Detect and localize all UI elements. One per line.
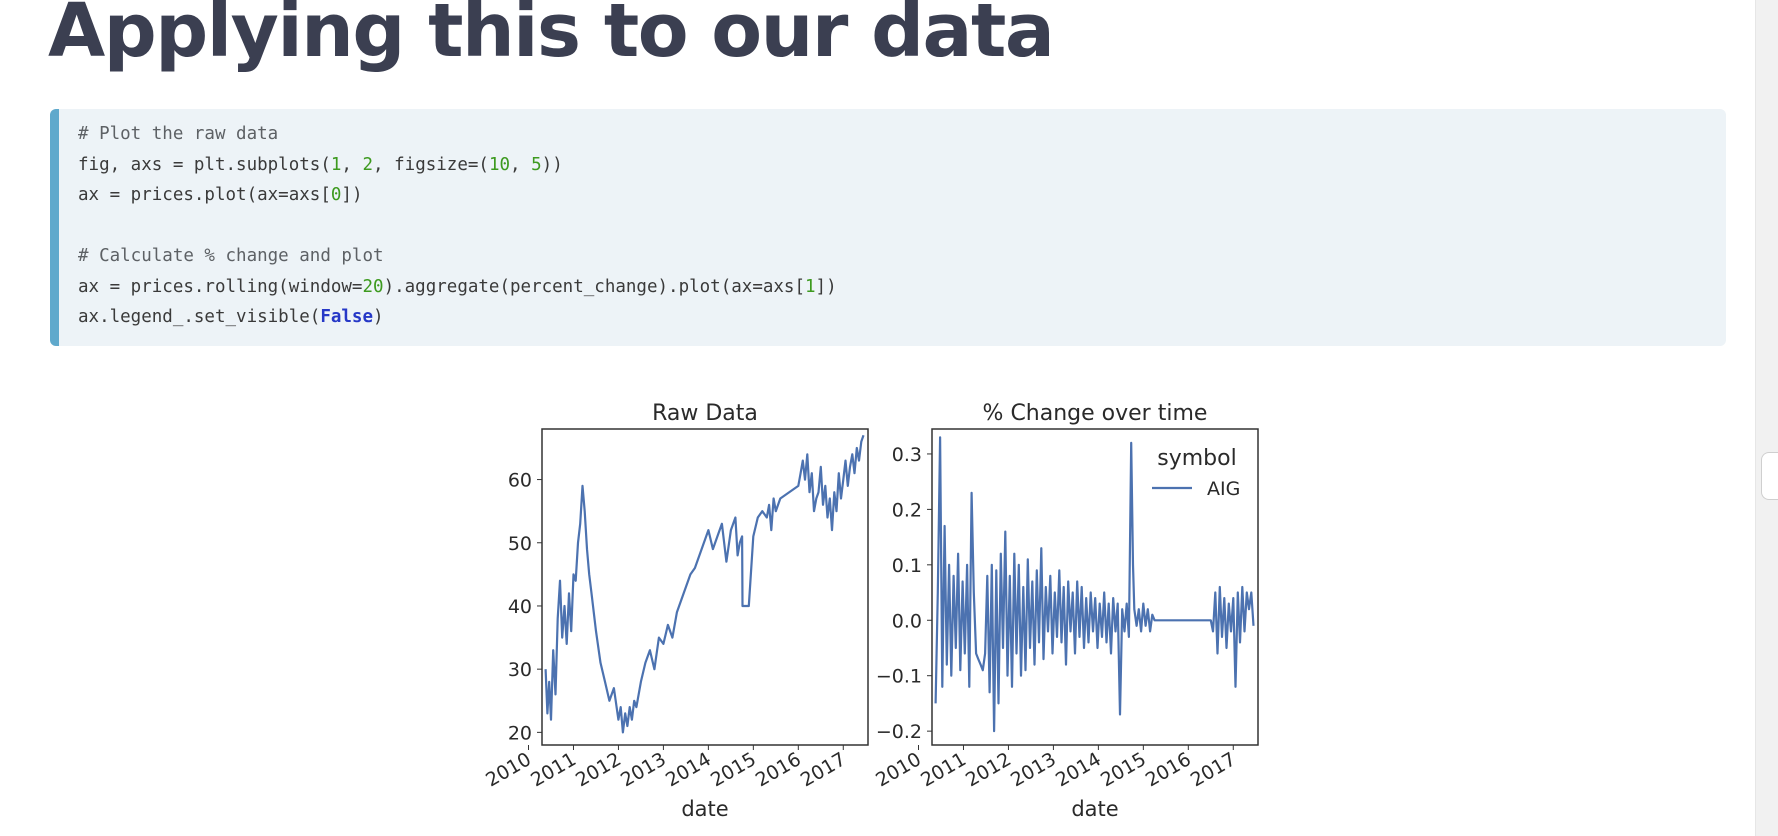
x-tick-label: 2017 [1187, 748, 1240, 791]
x-tick-label: 2017 [797, 748, 850, 791]
code-token: , [341, 154, 363, 175]
code-token: 20 [362, 276, 384, 297]
code-token: ).aggregate(percent_change).plot(ax=axs[ [383, 276, 805, 297]
code-token: 1 [330, 154, 342, 175]
code-token: 1 [805, 276, 816, 297]
y-tick-label: −0.1 [876, 666, 922, 688]
code-block[interactable]: # Plot the raw data fig, axs = plt.subpl… [50, 109, 1726, 346]
code-token: ) [373, 307, 384, 327]
chart-title: Raw Data [652, 401, 758, 426]
code-token: ]) [341, 185, 363, 205]
code-token: False [320, 307, 374, 327]
x-tick-label: 2012 [962, 748, 1015, 791]
code-token: 10 [488, 154, 511, 175]
code-line: # Calculate % change and plot [78, 246, 384, 266]
x-tick-label: 2015 [1097, 748, 1150, 791]
series-line [544, 434, 865, 734]
code-line: ax = prices.plot(ax=axs[0]) [78, 185, 363, 205]
code-token: 2 [362, 154, 374, 175]
y-tick-label: 60 [508, 470, 532, 492]
y-tick-label: 0.3 [892, 444, 922, 466]
x-tick-label: 2016 [752, 748, 805, 791]
code-line: ax.legend_.set_visible(False) [78, 307, 384, 327]
x-tick-label: 2015 [707, 748, 760, 791]
code-token: # Plot the raw data [78, 124, 279, 144]
code-token: , figsize=( [373, 154, 489, 175]
code-token: fig, axs = plt.subplots( [78, 154, 331, 175]
y-tick-label: 0.2 [892, 499, 922, 521]
code-token: # Calculate % change and plot [78, 246, 384, 266]
x-tick-label: 2014 [662, 748, 715, 791]
y-tick-label: 0.0 [892, 610, 922, 632]
scrollbar[interactable] [1755, 0, 1778, 836]
x-tick-label: 2010 [872, 748, 925, 791]
y-tick-label: 30 [508, 659, 532, 681]
code-token: 0 [330, 185, 342, 205]
code-line: # Plot the raw data [78, 124, 278, 144]
legend-entry: AIG [1207, 478, 1240, 500]
x-axis-label: date [681, 797, 728, 821]
chart-title: % Change over time [983, 401, 1208, 426]
code-line: fig, axs = plt.subplots(1, 2, figsize=(1… [78, 155, 563, 175]
code-token: ]) [815, 276, 837, 297]
x-tick-label: 2014 [1052, 748, 1105, 791]
code-token: ax.legend_.set_visible( [78, 307, 321, 327]
scrollbar-handle[interactable] [1761, 452, 1778, 500]
code-token: )) [541, 154, 563, 175]
series-line [934, 436, 1255, 733]
code-token: 5 [531, 154, 542, 175]
legend-title: symbol [1157, 446, 1236, 471]
code-token: ax = prices.plot(ax=axs[ [78, 185, 331, 205]
y-tick-label: 50 [508, 533, 532, 555]
y-tick-label: 40 [508, 596, 532, 618]
x-tick-label: 2016 [1142, 748, 1195, 791]
code-token: ax = prices.rolling(window= [78, 276, 363, 297]
x-tick-label: 2012 [572, 748, 625, 791]
plot-frame [931, 428, 1259, 746]
x-tick-label: 2013 [1007, 748, 1060, 791]
plot-frame [541, 428, 869, 746]
page-title: Applying this to our data [48, 0, 1055, 74]
x-tick-label: 2010 [482, 748, 535, 791]
code-token: , [510, 154, 532, 175]
code-line: ax = prices.rolling(window=20).aggregate… [78, 277, 837, 297]
y-tick-label: −0.2 [876, 721, 922, 743]
x-tick-label: 2011 [527, 748, 580, 791]
x-tick-label: 2011 [917, 748, 970, 791]
x-axis-label: date [1071, 797, 1118, 821]
y-tick-label: 0.1 [892, 555, 922, 577]
code-text[interactable]: # Plot the raw data fig, axs = plt.subpl… [78, 119, 1726, 333]
x-tick-label: 2013 [617, 748, 670, 791]
y-tick-label: 20 [508, 722, 532, 744]
